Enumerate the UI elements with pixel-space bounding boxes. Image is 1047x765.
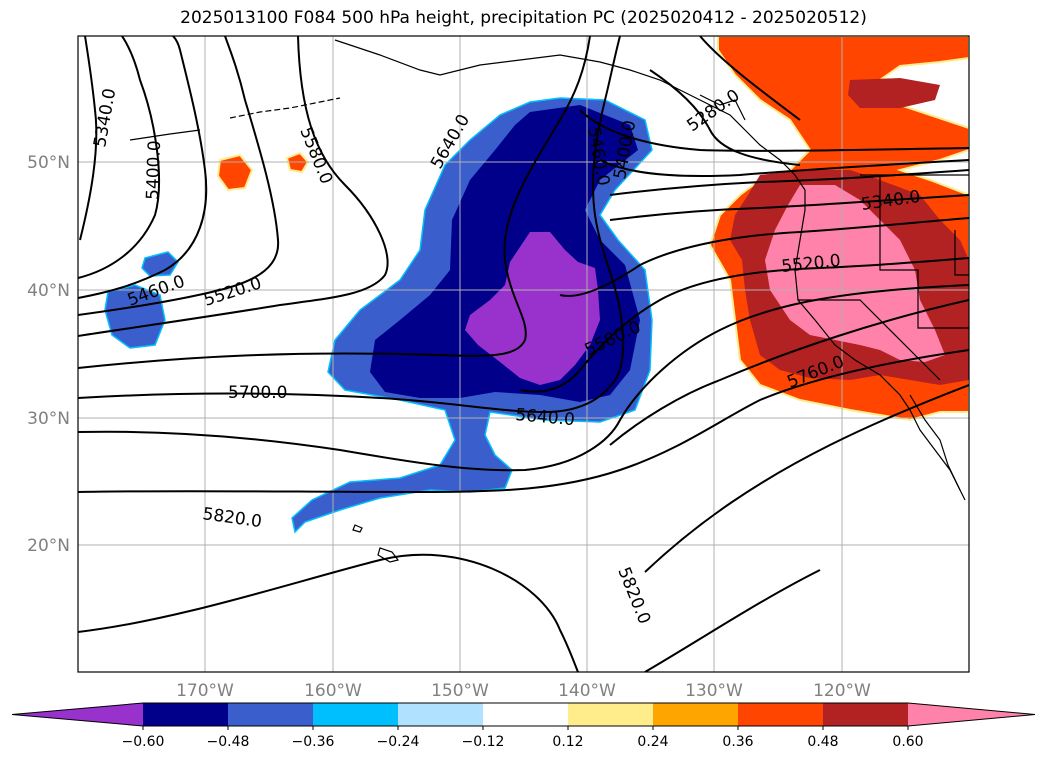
lon-label: 140°W bbox=[558, 681, 616, 701]
colorbar-segment bbox=[823, 703, 908, 726]
contour-label: 5400.0 bbox=[143, 140, 165, 200]
colorbar-tick-label: 0.12 bbox=[552, 734, 583, 750]
precip-negative-small-2 bbox=[141, 251, 179, 277]
precip-negative-small-1 bbox=[104, 284, 166, 349]
map-area: 5340.0 5400.0 5460.0 5520.0 5580.0 5640.… bbox=[78, 36, 969, 672]
contour-label: 5700.0 bbox=[228, 383, 287, 403]
lat-label: 40°N bbox=[27, 281, 70, 301]
colorbar-tick-label: 0.48 bbox=[807, 734, 838, 750]
lat-label: 50°N bbox=[27, 153, 70, 173]
colorbar-tick-label: 0.36 bbox=[722, 734, 753, 750]
colorbar-segment bbox=[738, 703, 823, 726]
colorbar-tick-label: −0.60 bbox=[122, 734, 165, 750]
colorbar-segment bbox=[483, 703, 568, 726]
colorbar-segment bbox=[398, 703, 483, 726]
height-contours bbox=[78, 36, 969, 672]
lat-label: 30°N bbox=[27, 409, 70, 429]
colorbar-segment bbox=[313, 703, 398, 726]
colorbar-tick-label: 0.60 bbox=[892, 734, 923, 750]
colorbar-segment bbox=[143, 703, 228, 726]
lon-label: 160°W bbox=[304, 681, 362, 701]
colorbar: −0.60 −0.48 −0.36 −0.24 −0.12 0.12 0.24 0.36 0.4… bbox=[11, 702, 1036, 750]
colorbar-tick-label: −0.24 bbox=[377, 734, 420, 750]
colorbar-extend-right bbox=[908, 703, 1035, 726]
lon-label: 170°W bbox=[176, 681, 234, 701]
colorbar-tick-label: 0.24 bbox=[637, 734, 668, 750]
precip-positive-upper bbox=[848, 78, 940, 108]
colorbar-segment bbox=[653, 703, 738, 726]
gridlines bbox=[78, 36, 969, 672]
precip-negative-inner bbox=[465, 232, 600, 385]
colorbar-segment bbox=[228, 703, 313, 726]
precip-positive-small-1 bbox=[216, 153, 254, 192]
lat-label: 20°N bbox=[27, 536, 70, 556]
colorbar-tick-label: −0.36 bbox=[292, 734, 335, 750]
colorbar-extend-left bbox=[12, 703, 143, 726]
lon-label: 120°W bbox=[813, 681, 871, 701]
lon-label: 150°W bbox=[431, 681, 489, 701]
colorbar-tick-label: −0.48 bbox=[207, 734, 250, 750]
longitude-labels: 170°W 160°W 150°W 140°W 130°W 120°W bbox=[176, 681, 871, 701]
map-frame bbox=[77, 35, 970, 673]
map-title: 2025013100 F084 500 hPa height, precipit… bbox=[180, 8, 867, 28]
colorbar-tick-label: −0.12 bbox=[462, 734, 505, 750]
latitude-labels: 50°N 40°N 30°N 20°N bbox=[27, 153, 70, 556]
colorbar-segment bbox=[568, 703, 653, 726]
lon-label: 130°W bbox=[685, 681, 743, 701]
